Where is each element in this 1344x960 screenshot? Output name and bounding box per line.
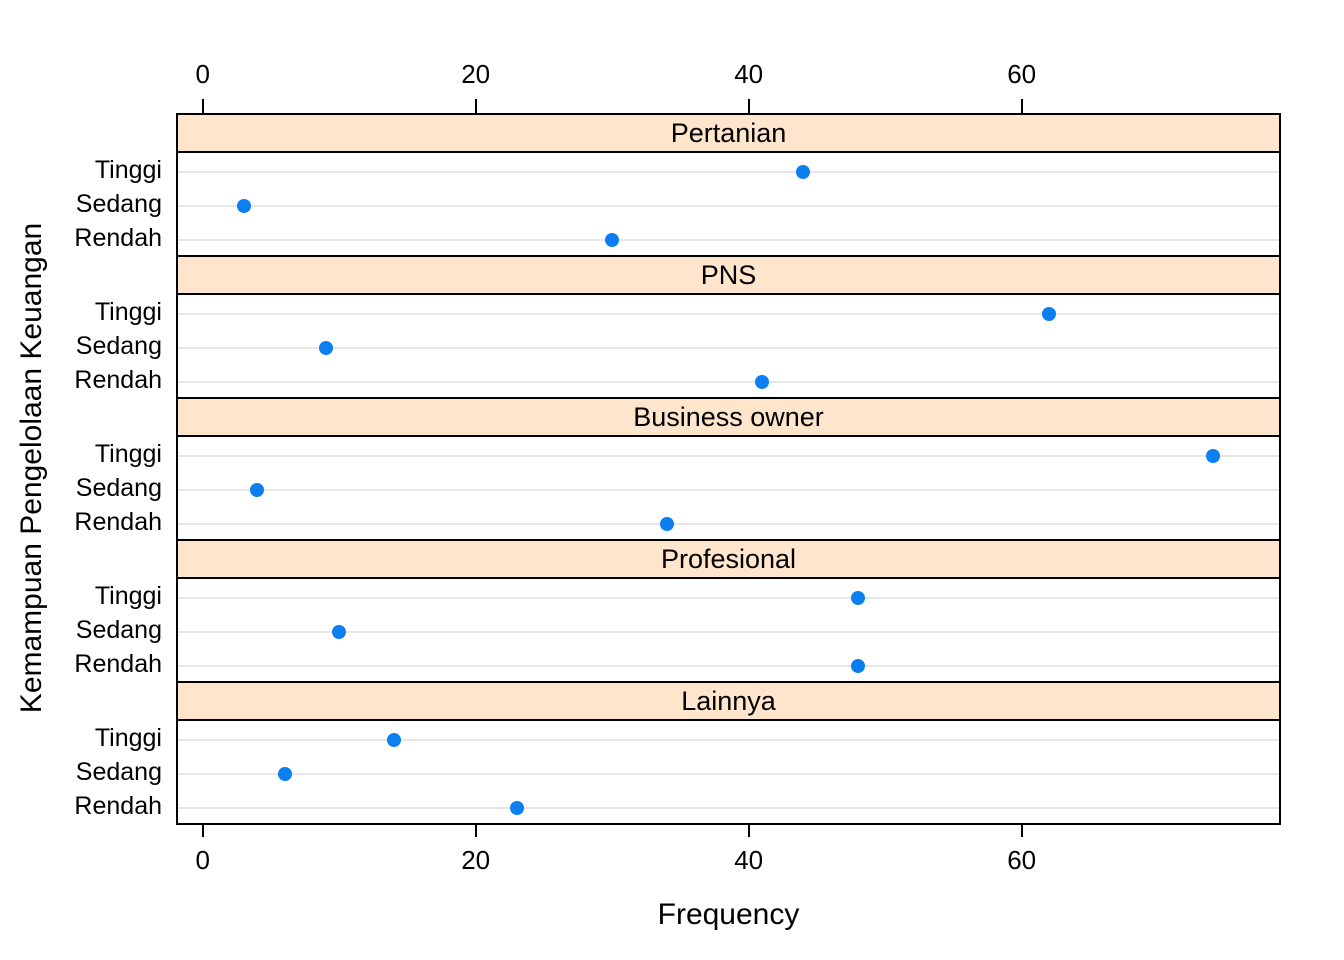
data-point-pertanian-sedang	[236, 199, 251, 213]
y-tick-label-sedang: Sedang	[75, 190, 162, 218]
panel-plot-business-owner	[176, 435, 1281, 541]
y-tick-label-rendah: Rendah	[74, 366, 162, 394]
panel-strip-business-owner: Business owner	[176, 397, 1281, 437]
x-axis-tick-top	[1020, 99, 1023, 113]
y-tick-label-sedang: Sedang	[75, 616, 162, 644]
y-tick-label-sedang: Sedang	[75, 474, 162, 502]
data-point-business-owner-rendah	[659, 517, 674, 531]
data-point-profesional-rendah	[850, 659, 865, 673]
gridline-sedang	[178, 205, 1279, 207]
y-tick-label-tinggi: Tinggi	[94, 440, 162, 468]
gridline-sedang	[178, 773, 1279, 775]
x-axis-title: Frequency	[657, 898, 800, 931]
data-point-profesional-tinggi	[850, 591, 865, 605]
x-axis-tick-bottom	[474, 823, 477, 837]
y-tick-label-tinggi: Tinggi	[94, 582, 162, 610]
gridline-sedang	[178, 489, 1279, 491]
panel-plot-profesional	[176, 577, 1281, 683]
x-axis-tick-bottom	[201, 823, 204, 837]
x-axis-tick-top	[747, 99, 750, 113]
x-axis-tick-label-bottom: 40	[734, 845, 764, 875]
gridline-rendah	[178, 807, 1279, 809]
panel-strip-lainnya: Lainnya	[176, 681, 1281, 721]
x-axis-tick-bottom	[747, 823, 750, 837]
x-axis-tick-label-bottom: 0	[195, 845, 210, 875]
x-axis-tick-top	[201, 99, 204, 113]
y-tick-label-sedang: Sedang	[75, 332, 162, 360]
x-axis-tick-label-top: 40	[734, 59, 764, 89]
x-axis-tick-label-top: 20	[461, 59, 491, 89]
gridline-sedang	[178, 347, 1279, 349]
panel-plot-pns	[176, 293, 1281, 399]
y-tick-label-rendah: Rendah	[74, 508, 162, 536]
data-point-business-owner-sedang	[250, 483, 265, 497]
y-tick-label-rendah: Rendah	[74, 224, 162, 252]
y-tick-label-sedang: Sedang	[75, 758, 162, 786]
y-tick-label-tinggi: Tinggi	[94, 724, 162, 752]
panel-strip-label: Profesional	[660, 543, 797, 574]
gridline-rendah	[178, 381, 1279, 383]
gridline-tinggi	[178, 455, 1279, 457]
x-axis-tick-label-top: 0	[195, 59, 210, 89]
gridline-rendah	[178, 665, 1279, 667]
panel-strip-label: Pertanian	[670, 117, 787, 148]
panel-strip-pertanian: Pertanian	[176, 113, 1281, 153]
y-tick-label-rendah: Rendah	[74, 650, 162, 678]
data-point-pns-rendah	[755, 375, 770, 389]
y-tick-label-tinggi: Tinggi	[94, 298, 162, 326]
x-axis-tick-label-bottom: 60	[1007, 845, 1037, 875]
gridline-sedang	[178, 631, 1279, 633]
panel-plot-lainnya	[176, 719, 1281, 825]
gridline-tinggi	[178, 597, 1279, 599]
gridline-rendah	[178, 239, 1279, 241]
x-axis-tick-top	[474, 99, 477, 113]
panel-strip-pns: PNS	[176, 255, 1281, 295]
y-tick-label-rendah: Rendah	[74, 792, 162, 820]
data-point-profesional-sedang	[332, 625, 347, 639]
data-point-pertanian-tinggi	[796, 165, 811, 179]
gridline-rendah	[178, 523, 1279, 525]
data-point-pns-sedang	[318, 341, 333, 355]
y-tick-label-tinggi: Tinggi	[94, 156, 162, 184]
data-point-business-owner-tinggi	[1205, 449, 1220, 463]
data-point-lainnya-rendah	[509, 801, 524, 815]
panel-strip-profesional: Profesional	[176, 539, 1281, 579]
panel-strip-label: Business owner	[633, 401, 824, 432]
x-axis-tick-label-top: 60	[1007, 59, 1037, 89]
data-point-pertanian-rendah	[605, 233, 620, 247]
data-point-lainnya-sedang	[277, 767, 292, 781]
panel-strip-label: Lainnya	[681, 685, 776, 716]
x-axis-tick-bottom	[1020, 823, 1023, 837]
panel-strip-label: PNS	[700, 259, 757, 290]
gridline-tinggi	[178, 171, 1279, 173]
gridline-tinggi	[178, 313, 1279, 315]
data-point-pns-tinggi	[1042, 307, 1056, 321]
gridline-tinggi	[178, 739, 1279, 741]
panel-plot-pertanian	[176, 151, 1281, 257]
data-point-lainnya-tinggi	[386, 733, 401, 747]
x-axis-tick-label-bottom: 20	[461, 845, 491, 875]
